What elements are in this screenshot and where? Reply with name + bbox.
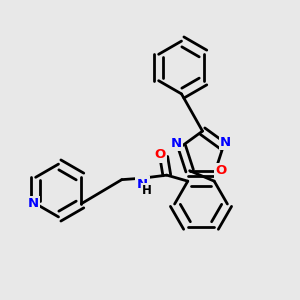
Text: N: N [137,178,148,191]
Text: H: H [142,184,152,197]
Text: O: O [154,148,166,161]
Text: N: N [28,197,39,210]
Text: N: N [220,136,231,149]
Text: N: N [171,137,182,150]
Text: O: O [215,164,226,177]
